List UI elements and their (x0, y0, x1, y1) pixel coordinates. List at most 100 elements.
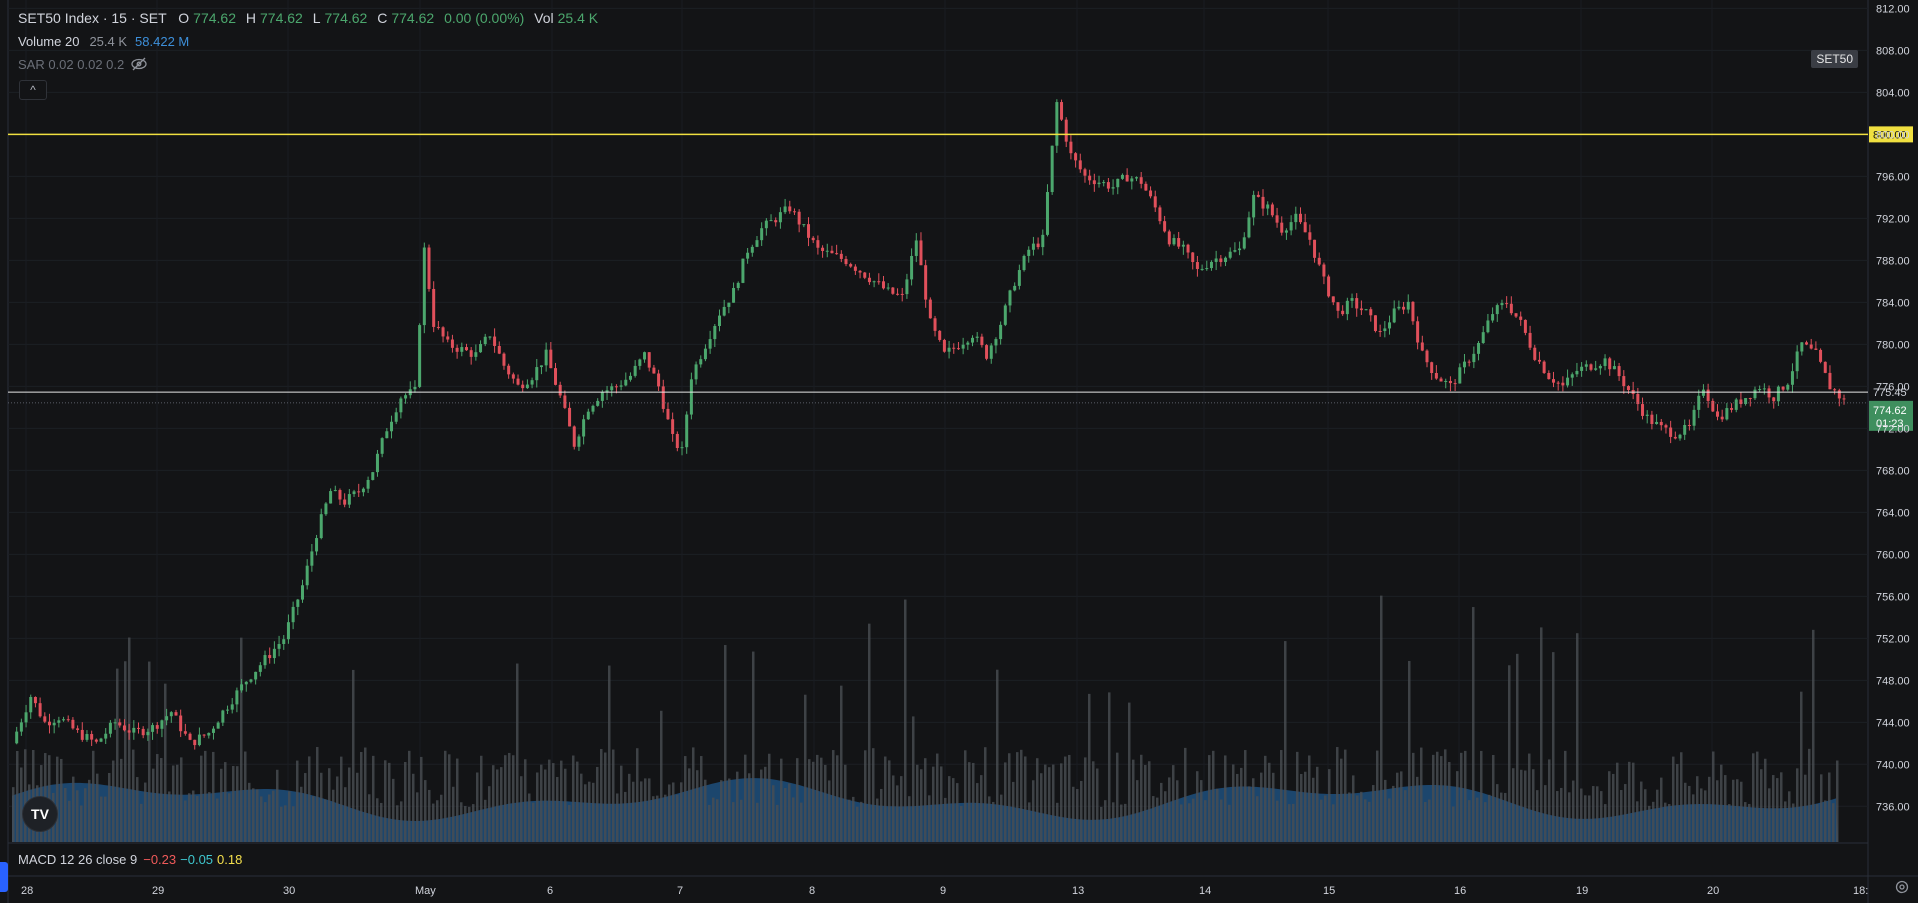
price-tick-label: 752.00 (1876, 633, 1910, 645)
eye-crossed-icon[interactable] (130, 57, 148, 71)
candle-body (1612, 366, 1616, 370)
candle-body (1823, 361, 1827, 373)
volume-bar (236, 766, 239, 842)
volume-bar (488, 786, 491, 842)
candle-body (1659, 421, 1663, 426)
volume-bar (1264, 755, 1267, 842)
volume-bar (1224, 755, 1227, 842)
volume-bar (1720, 764, 1723, 842)
volume-bar (928, 795, 931, 842)
volume-bar (1360, 791, 1363, 842)
price-tick-label: 808.00 (1876, 45, 1910, 57)
volume-bar (1608, 771, 1611, 842)
volume-bar (1396, 772, 1399, 842)
volume-bar (976, 783, 979, 842)
candle-body (863, 272, 867, 278)
candle-body (240, 684, 244, 691)
volume-legend[interactable]: Volume 20 25.4 K 58.422 M (18, 34, 193, 49)
volume-bar (1604, 804, 1607, 842)
volume-bar (1164, 791, 1167, 842)
candle-body (1617, 366, 1621, 377)
vol-label: Vol (534, 10, 554, 26)
candle-body (422, 247, 426, 326)
volume-bar (152, 768, 155, 842)
candle-body (1715, 411, 1719, 417)
candle-body (680, 447, 684, 449)
volume-bar (172, 765, 175, 842)
volume-bar (640, 781, 643, 842)
candle-body (282, 639, 286, 645)
candle-body (380, 438, 384, 454)
volume-bar (1244, 750, 1247, 842)
volume-bar (1640, 781, 1643, 842)
candle-body (1444, 380, 1448, 382)
volume-bar (1376, 750, 1379, 842)
volume-bar (1320, 799, 1323, 842)
volume-bar (296, 760, 299, 842)
volume-bar (1340, 758, 1343, 842)
volume-bar (692, 747, 695, 842)
candle-body (694, 364, 698, 380)
settings-icon[interactable] (1894, 879, 1910, 895)
candle-body (928, 299, 932, 319)
candle-body (853, 266, 857, 271)
candle-body (1776, 386, 1780, 402)
chevron-up-icon[interactable]: ^ (19, 80, 47, 100)
tradingview-logo-icon[interactable]: TV (22, 796, 58, 832)
volume-bar (868, 623, 871, 842)
macd-hist: 0.18 (217, 852, 243, 867)
volume-bar (736, 771, 739, 842)
candle-body (703, 348, 707, 360)
last-price-tag (1869, 384, 1913, 401)
volume-bar (1096, 768, 1099, 842)
candle-body (1706, 389, 1710, 401)
candle-body (924, 265, 928, 300)
candle-body (741, 258, 745, 283)
macd-legend[interactable]: MACD 12 26 close 9 −0.23 −0.05 0.18 (18, 852, 242, 867)
candle-body (62, 719, 66, 721)
candle-body (1720, 416, 1724, 420)
candle-body (151, 725, 155, 732)
volume-bar (724, 645, 727, 842)
volume-bar (708, 804, 711, 842)
candle-body (849, 264, 853, 267)
volume-bar (88, 779, 91, 842)
volume-bar (580, 773, 583, 842)
side-scroll-handle[interactable] (0, 862, 8, 892)
candle-body (1641, 404, 1645, 416)
volume-bar (252, 788, 255, 842)
volume-bar (664, 794, 667, 842)
candle-body (1270, 204, 1274, 216)
candle-body (1078, 160, 1082, 170)
price-axis[interactable]: 812.00 808.00 804.00 800.00 796.00 792.00 788.… (1876, 3, 1910, 813)
time-tick-label: 15 (1323, 885, 1335, 897)
candle-body (1228, 251, 1232, 258)
time-axis[interactable]: 28 29 30 May 6 7 8 9 13 14 15 16 19 20 18: (21, 885, 1868, 897)
volume-bar (1208, 755, 1211, 842)
candle-body (1786, 384, 1790, 390)
volume-bar (288, 791, 291, 842)
volume-bar (876, 798, 879, 842)
volume-bar (388, 762, 391, 842)
candle-body (844, 258, 848, 265)
candle-body (554, 368, 558, 385)
volume-bar (1180, 804, 1183, 842)
volume-bar (164, 683, 167, 842)
volume-bar (1112, 802, 1115, 842)
candle-body (1416, 321, 1420, 343)
volume-bar (160, 758, 163, 842)
candle-body (549, 349, 553, 369)
candle-body (1711, 400, 1715, 412)
volume-bar (1412, 752, 1415, 842)
volume-bar (888, 760, 891, 842)
candle-body (1678, 434, 1682, 439)
volume-bar (1476, 797, 1479, 842)
volume-bar (1776, 778, 1779, 842)
candle-body (1542, 361, 1546, 373)
volume-bar (1588, 795, 1591, 842)
volume-bar (896, 785, 899, 842)
candle-body (1626, 386, 1630, 391)
volume-bar (112, 760, 115, 842)
sar-legend[interactable]: SAR 0.02 0.02 0.2 (18, 57, 128, 72)
